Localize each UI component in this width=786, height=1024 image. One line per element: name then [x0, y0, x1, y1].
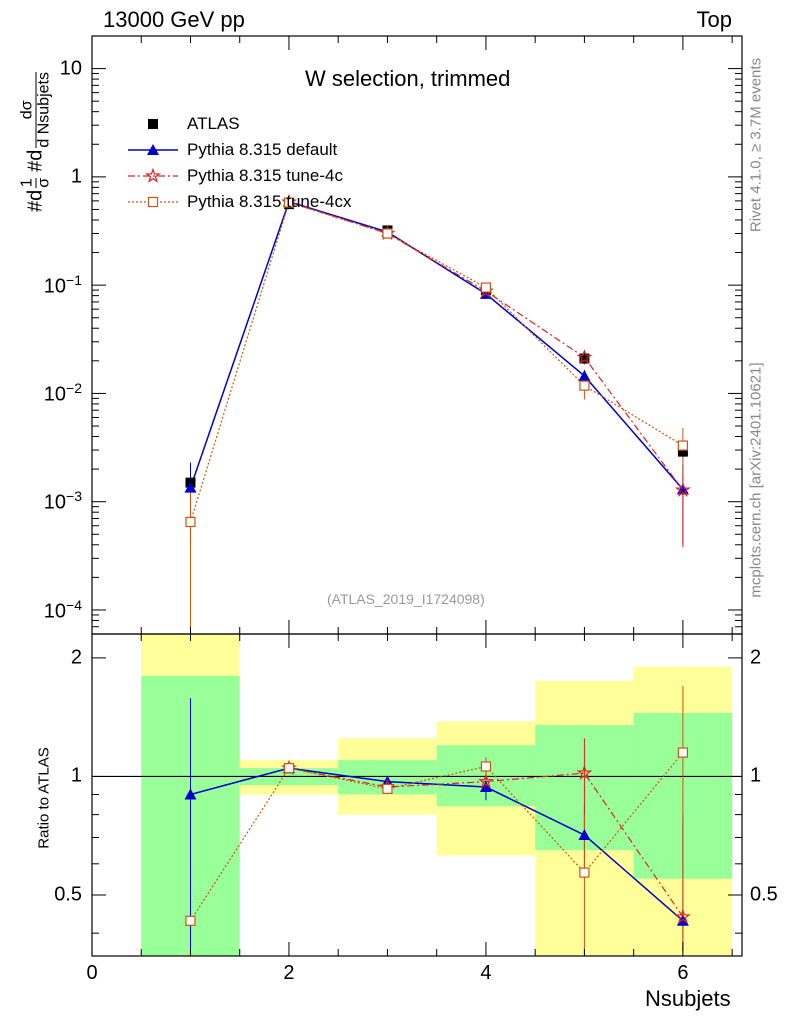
x-axis-label: Nsubjets [645, 986, 731, 1011]
ratio-ytick-label-right-2: 2 [750, 646, 762, 669]
ratio-point-tune4c-4 [478, 773, 494, 789]
legend-label-default: Pythia 8.315 default [187, 140, 338, 159]
legend-label-atlas: ATLAS [187, 114, 240, 133]
main-point-atlas-6 [677, 446, 688, 457]
ratio-ytick-label-right-0.5: 0.5 [750, 883, 778, 906]
main-line-tune4c [288, 201, 684, 491]
ratio-point-tune4cx-6 [677, 747, 689, 758]
ylabel-frac1-num: 1 [18, 178, 36, 188]
ylabel-prefix-1: #d [24, 189, 47, 212]
legend-label-tune4c: Pythia 8.315 tune-4c [187, 166, 343, 185]
ratio-point-default-6 [676, 914, 689, 926]
legend-marker-tune4cx [147, 196, 159, 208]
main-line-default [189, 200, 684, 490]
ylabel-frac2-num: dσ [18, 100, 36, 120]
header-right-label: Top [696, 7, 732, 32]
main-point-tune4cx-5 [579, 380, 590, 391]
main-point-default-1 [184, 481, 197, 493]
ratio-point-tune4cx-1 [185, 915, 196, 926]
ylabel-prefix-2: #d [24, 149, 47, 172]
main-point-tune4c-6 [674, 481, 691, 497]
analysis-watermark: (ATLAS_2019_I1724098) [327, 591, 485, 607]
ratio-point-default-5 [578, 829, 591, 841]
main-y-axis-label: #d 1 σ #d dσ d Nsubjets [18, 72, 53, 212]
main-point-tune4cx-3 [382, 228, 393, 239]
ratio-point-default-1 [184, 788, 197, 800]
ratio-point-tune4cx-4 [480, 761, 492, 772]
ratio-xtick-label-6: 6 [677, 962, 689, 984]
ratio-ytick-label-left-1: 1 [70, 764, 82, 787]
main-point-tune4cx-2 [283, 197, 295, 208]
main-ytick-label-6: 10−4 [43, 596, 82, 623]
main-ytick-label-3: 10−1 [43, 271, 82, 298]
main-ytick-label-1: 10 [59, 57, 82, 80]
main-point-tune4cx-6 [677, 440, 689, 451]
ratio-line-tune4cx [189, 752, 684, 922]
main-point-default-5 [578, 369, 591, 381]
legend-marker-atlas [148, 119, 158, 129]
ratio-point-tune4cx-5 [579, 867, 590, 878]
ratio-ytick-label-left-2: 2 [70, 646, 82, 669]
main-point-atlas-5 [579, 353, 590, 364]
ratio-panel-frame [91, 633, 743, 957]
legend-label-tune4cx: Pythia 8.315 tune-4cx [187, 192, 352, 211]
legend [128, 119, 178, 208]
ratio-point-tune4c-6 [674, 908, 691, 924]
header-left-label: 13000 GeV pp [103, 7, 245, 32]
main-point-tune4cx-4 [480, 282, 492, 293]
legend-marker-default [147, 144, 159, 155]
ratio-xtick-label-0: 0 [86, 962, 98, 984]
ratio-line-default [190, 767, 684, 922]
main-ytick-label-2: 1 [70, 165, 82, 188]
main-point-tune4cx-1 [185, 516, 196, 528]
ratio-xtick-label-2: 2 [283, 962, 295, 984]
main-ytick-label-5: 10−3 [43, 488, 82, 515]
main-point-tune4c-5 [576, 349, 593, 365]
ratio-point-default-4 [479, 781, 492, 793]
ratio-ytick-label-right-1: 1 [750, 764, 762, 787]
ratio-point-tune4cx-2 [283, 763, 295, 774]
ratio-point-tune4cx-3 [382, 783, 393, 794]
chart-title: W selection, trimmed [305, 66, 511, 91]
ratio-ytick-label-left-0.5: 0.5 [54, 883, 82, 906]
mcplots-reference-label: mcplots.cern.ch [arXiv:2401.10621] [747, 362, 765, 598]
rivet-version-label: Rivet 4.1.0, ≥ 3.7M events [747, 57, 765, 233]
ratio-point-tune4c-5 [576, 764, 593, 780]
legend-marker-tune4c [145, 167, 161, 183]
main-line-tune4cx [189, 201, 684, 523]
ratio-y-axis-label: Ratio to ATLAS [35, 747, 53, 849]
ylabel-frac2-den: d Nsubjets [35, 72, 53, 148]
ratio-xtick-label-4: 4 [480, 962, 492, 984]
ylabel-frac1-den: σ [35, 177, 53, 188]
main-ytick-label-4: 10−2 [43, 380, 82, 406]
